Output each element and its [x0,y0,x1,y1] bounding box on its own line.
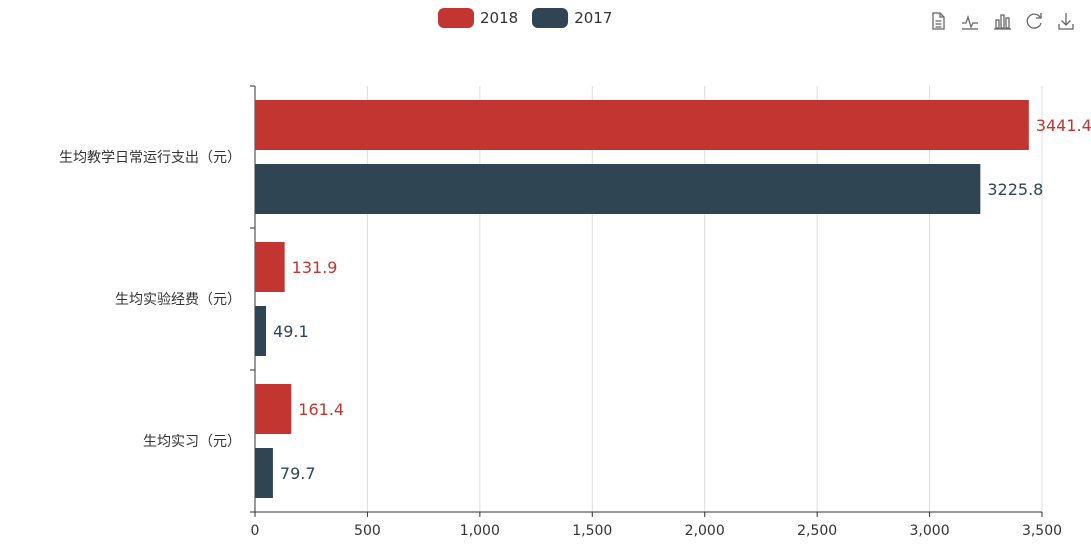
bar-value-label: 79.7 [280,464,316,483]
bar-value-label: 3225.8 [987,180,1043,199]
bar-2017 [255,448,273,498]
bar-value-label: 49.1 [273,322,309,341]
bar-2018 [255,384,292,434]
restore-icon[interactable] [1023,10,1045,32]
x-tick-label: 1,500 [572,523,612,539]
bar-2018 [255,100,1029,150]
bar-value-label: 3441.4 [1036,116,1091,135]
category-label: 生均实习（元） [143,434,241,450]
category-label: 生均实验经费（元） [115,292,241,308]
x-tick-label: 3,000 [910,523,950,539]
bar-2017 [255,306,267,356]
legend-label-2017: 2017 [574,9,613,27]
x-tick-label: 2,000 [685,523,725,539]
category-label: 生均教学日常运行支出（元） [59,150,241,166]
x-tick-label: 1,000 [460,523,500,539]
toolbox [927,10,1077,32]
x-tick-label: 500 [354,523,381,539]
legend-swatch-2017 [532,8,569,28]
download-icon[interactable] [1055,10,1077,32]
bar-value-label: 131.9 [292,258,338,277]
data-view-icon[interactable] [927,10,949,32]
x-tick-label: 0 [251,523,260,539]
x-tick-label: 2,500 [797,523,837,539]
bar-value-label: 161.4 [298,400,344,419]
legend-item-2017[interactable]: 2017 [532,8,612,28]
legend-label-2018: 2018 [480,9,519,27]
legend: 2018 2017 [438,8,612,28]
bar-2018 [255,242,285,292]
legend-item-2018[interactable]: 2018 [438,8,518,28]
bar-2017 [255,164,981,214]
bar-chart-icon[interactable] [991,10,1013,32]
legend-swatch-2018 [438,8,474,28]
x-tick-label: 3,500 [1022,523,1062,539]
line-chart-icon[interactable] [959,10,981,32]
